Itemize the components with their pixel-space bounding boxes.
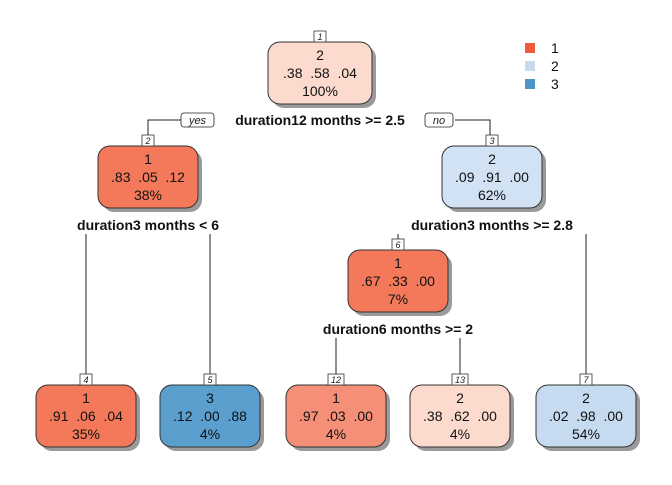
edge-1-2 — [147, 119, 181, 140]
node-number-tag — [141, 134, 155, 147]
legend: 1 2 3 — [525, 40, 559, 92]
node-number: 3 — [489, 136, 494, 146]
node-class: 2 — [488, 151, 496, 167]
node-number-tag — [313, 30, 327, 43]
split-label-node-2: duration3 months < 6 — [77, 217, 219, 233]
legend-label: 2 — [551, 58, 559, 74]
node-probabilities: .91 .06 .04 — [49, 408, 123, 424]
node-percentage: 4% — [450, 426, 470, 442]
node-class: 2 — [456, 390, 464, 406]
node-percentage: 54% — [572, 426, 600, 442]
split-label-root: duration12 months >= 2.5 — [235, 112, 405, 128]
node-percentage: 100% — [302, 83, 338, 99]
tree-node-6: 6 1 .67 .33 .00 7% — [347, 238, 449, 313]
tree-node-1: 1 2 .38 .58 .04 100% — [267, 30, 373, 105]
edge-1-3 — [455, 119, 491, 140]
node-number: 13 — [455, 375, 465, 385]
node-percentage: 62% — [478, 187, 506, 203]
tree-node-12: 12 1 .97 .03 .00 4% — [285, 373, 387, 448]
node-probabilities: .09 .91 .00 — [455, 169, 529, 185]
node-percentage: 4% — [200, 426, 220, 442]
node-class: 1 — [332, 390, 340, 406]
node-class: 1 — [82, 390, 90, 406]
node-number: 5 — [207, 375, 213, 385]
node-percentage: 38% — [134, 187, 162, 203]
node-probabilities: .38 .58 .04 — [283, 65, 357, 81]
node-number: 6 — [395, 240, 400, 250]
legend-swatch — [525, 61, 535, 71]
node-number: 4 — [83, 375, 88, 385]
node-probabilities: .83 .05 .12 — [111, 169, 185, 185]
node-class: 2 — [582, 390, 590, 406]
node-number-tag — [391, 238, 405, 251]
tree-node-2: 2 1 .83 .05 .12 38% — [97, 134, 199, 209]
node-number-tag — [327, 373, 345, 386]
tree-node-4: 4 1 .91 .06 .04 35% — [35, 373, 137, 448]
node-number: 7 — [583, 375, 589, 385]
node-class: 1 — [144, 151, 152, 167]
tree-node-3: 3 2 .09 .91 .00 62% — [441, 134, 543, 209]
legend-swatch — [525, 43, 535, 53]
legend-label: 3 — [551, 76, 559, 92]
branch-label-no: no — [424, 112, 454, 128]
tree-node-13: 13 2 .38 .62 .00 4% — [409, 373, 511, 448]
node-number: 12 — [331, 375, 341, 385]
node-class: 2 — [316, 47, 324, 63]
node-probabilities: .97 .03 .00 — [299, 408, 373, 424]
legend-label: 1 — [551, 40, 559, 56]
node-probabilities: .38 .62 .00 — [423, 408, 497, 424]
branch-label-yes: yes — [180, 112, 215, 128]
node-percentage: 4% — [326, 426, 346, 442]
node-number-tag — [579, 373, 593, 386]
legend-swatch — [525, 79, 535, 89]
tree-node-5: 5 3 .12 .00 .88 4% — [159, 373, 261, 448]
tree-node-7: 7 2 .02 .98 .00 54% — [535, 373, 637, 448]
split-label-node-3: duration3 months >= 2.8 — [411, 217, 573, 233]
node-probabilities: .12 .00 .88 — [173, 408, 247, 424]
node-probabilities: .02 .98 .00 — [549, 408, 623, 424]
split-label-node-6: duration6 months >= 2 — [323, 321, 473, 337]
legend-item-1: 1 — [525, 40, 559, 56]
node-number: 1 — [317, 32, 322, 42]
tree-edges — [85, 119, 587, 375]
node-number-tag — [203, 373, 217, 386]
node-percentage: 35% — [72, 426, 100, 442]
node-number-tag — [485, 134, 499, 147]
node-class: 1 — [394, 255, 402, 271]
legend-item-2: 2 — [525, 58, 559, 74]
node-number-tag — [451, 373, 469, 386]
node-number-tag — [79, 373, 93, 386]
node-number: 2 — [144, 136, 150, 146]
yes-label: yes — [188, 115, 207, 127]
legend-item-3: 3 — [525, 76, 559, 92]
node-probabilities: .67 .33 .00 — [361, 273, 435, 289]
no-label: no — [433, 115, 445, 127]
node-class: 3 — [206, 390, 214, 406]
node-percentage: 7% — [388, 291, 408, 307]
